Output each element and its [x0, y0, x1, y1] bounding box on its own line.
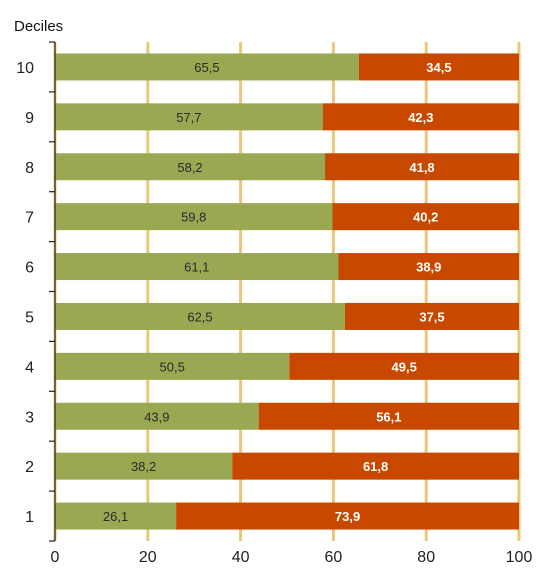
y-tick-label: 3	[25, 409, 34, 426]
bar-segment-series-2	[345, 302, 519, 330]
bar-segment-series-1	[55, 402, 259, 430]
data-label: 49,5	[392, 359, 417, 374]
bar-segment-series-2	[289, 352, 519, 380]
bar-segment-series-2	[338, 253, 519, 281]
bar-segment-series-2	[258, 402, 519, 430]
data-label: 43,9	[144, 409, 169, 424]
data-label: 73,9	[335, 509, 360, 524]
bar-segment-series-1	[55, 302, 345, 330]
bar-segment-series-1	[55, 352, 290, 380]
data-label: 61,8	[363, 459, 388, 474]
x-tick-label: 100	[506, 549, 533, 566]
y-tick-label: 9	[25, 110, 34, 127]
bar-segment-series-2	[325, 153, 519, 181]
data-label: 40,2	[413, 210, 438, 225]
data-label: 42,3	[408, 110, 433, 125]
data-label: 41,8	[409, 160, 434, 175]
bar-segment-series-2	[232, 452, 520, 480]
data-label: 65,5	[194, 60, 219, 75]
y-tick-label: 7	[25, 210, 34, 227]
bar-segment-series-1	[55, 452, 233, 480]
data-label: 59,8	[181, 210, 206, 225]
data-label: 57,7	[176, 110, 201, 125]
bar-segment-series-1	[55, 103, 323, 131]
data-label: 37,5	[419, 309, 444, 324]
data-label: 26,1	[103, 509, 128, 524]
data-label: 38,2	[131, 459, 156, 474]
bar-segment-series-1	[55, 53, 359, 81]
bar-segment-series-1	[55, 253, 339, 281]
bar-segment-series-2	[322, 103, 519, 131]
y-tick-label: 8	[25, 160, 34, 177]
data-label: 61,1	[184, 260, 209, 275]
x-tick-label: 40	[232, 549, 250, 566]
data-label: 56,1	[376, 409, 401, 424]
data-label: 50,5	[160, 359, 185, 374]
bar-segment-series-2	[332, 203, 519, 231]
data-label: 58,2	[177, 160, 202, 175]
bar-segment-series-1	[55, 153, 326, 181]
x-tick-label: 60	[325, 549, 343, 566]
bar-segment-series-1	[55, 203, 333, 231]
y-tick-label: 2	[25, 459, 34, 476]
x-tick-label: 0	[51, 549, 60, 566]
y-tick-label: 10	[16, 60, 34, 77]
data-label: 38,9	[416, 260, 441, 275]
x-tick-label: 20	[139, 549, 157, 566]
bar-segment-series-2	[176, 502, 519, 530]
y-tick-label: 4	[25, 359, 34, 376]
bar-segment-series-2	[358, 53, 519, 81]
data-label: 62,5	[187, 309, 212, 324]
y-axis-title: Deciles	[14, 18, 63, 35]
data-label: 34,5	[426, 60, 451, 75]
x-tick-label: 80	[417, 549, 435, 566]
y-tick-label: 5	[25, 309, 34, 326]
bar-segment-series-1	[55, 502, 177, 530]
y-tick-label: 6	[25, 260, 34, 277]
bars-layer: 65,5 34,5 57,7 42,3 58,2 41,8 59,8 40,2 61,1 38,9…	[55, 53, 520, 530]
y-tick-label: 1	[25, 509, 34, 526]
